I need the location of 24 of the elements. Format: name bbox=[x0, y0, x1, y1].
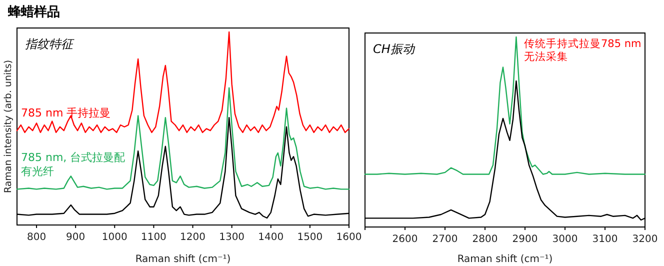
x-tick-label: 900 bbox=[66, 232, 86, 243]
series-label: 785 nm, 台式拉曼配有光纤 bbox=[21, 151, 126, 178]
chart-title: 蜂蜡样品 bbox=[7, 4, 60, 20]
x-tick-label: 1300 bbox=[219, 232, 245, 243]
x-tick-label: 2700 bbox=[432, 234, 458, 245]
x-tick-label: 800 bbox=[26, 232, 46, 243]
x-tick-label: 3200 bbox=[632, 234, 658, 245]
x-tick-label: 1100 bbox=[140, 232, 166, 243]
chart-subtitle: CH振动 bbox=[373, 42, 416, 56]
x-tick-label: 1600 bbox=[336, 232, 362, 243]
x-tick-label: 3100 bbox=[592, 234, 618, 245]
x-tick-label: 2800 bbox=[472, 234, 498, 245]
x-tick-label: 3000 bbox=[552, 234, 578, 245]
annotation: 传统手持式拉曼785 nm无法采集 bbox=[524, 37, 642, 63]
y-axis-title: Raman intensity (arb. units) bbox=[3, 60, 14, 194]
x-tick-label: 1000 bbox=[102, 232, 128, 243]
x-tick-label: 1200 bbox=[180, 232, 206, 243]
x-tick-label: 1500 bbox=[297, 232, 323, 243]
x-tick-label: 2900 bbox=[512, 234, 538, 245]
x-axis-title: Raman shift (cm⁻¹) bbox=[135, 254, 231, 265]
chart-subtitle: 指纹特征 bbox=[25, 37, 75, 51]
x-axis-title: Raman shift (cm⁻¹) bbox=[457, 254, 553, 265]
x-tick-label: 2600 bbox=[392, 234, 418, 245]
x-tick-label: 1400 bbox=[258, 232, 284, 243]
